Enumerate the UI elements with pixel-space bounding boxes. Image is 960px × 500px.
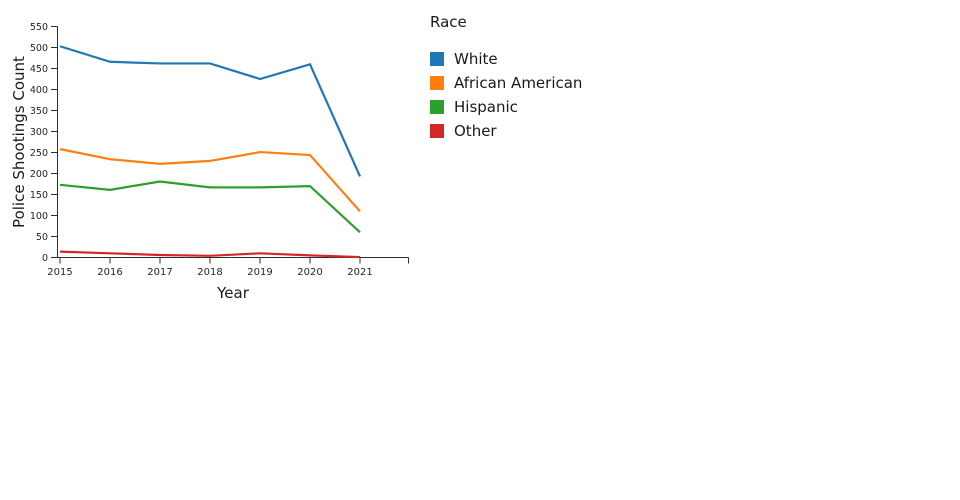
legend-items: White African American Hispanic Other: [430, 47, 582, 143]
x-axis-title: Year: [217, 284, 249, 302]
legend-swatch-african-american: [430, 76, 444, 90]
series-line-other: [59, 250, 361, 259]
y-axis-title: Police Shootings Count: [10, 56, 28, 228]
y-tick-label: 350: [30, 106, 48, 117]
legend-swatch-other: [430, 124, 444, 138]
x-tick-label: 2019: [247, 267, 272, 278]
x-tick-label: 2018: [197, 267, 222, 278]
y-tick-label: 400: [30, 85, 48, 96]
legend-item-african-american: African American: [430, 71, 582, 95]
legend: Race White African American Hispanic Other: [430, 12, 582, 143]
y-tick-label: 0: [42, 253, 48, 264]
x-tick-label: 2015: [47, 267, 72, 278]
y-tick-label: 450: [30, 64, 48, 75]
x-tick-label: 2017: [147, 267, 172, 278]
y-tick-label: 500: [30, 43, 48, 54]
y-tick-label: 250: [30, 148, 48, 159]
legend-item-other: Other: [430, 119, 582, 143]
legend-swatch-hispanic: [430, 100, 444, 114]
x-tick-label: 2016: [97, 267, 122, 278]
y-tick-label: 50: [36, 232, 48, 243]
legend-item-hispanic: Hispanic: [430, 95, 582, 119]
x-tick-label: 2021: [347, 267, 372, 278]
series-line-hispanic: [59, 180, 361, 234]
y-tick-label: 200: [30, 169, 48, 180]
legend-label-white: White: [454, 50, 498, 68]
legend-label-hispanic: Hispanic: [454, 98, 518, 116]
y-tick-label: 150: [30, 190, 48, 201]
legend-label-african-american: African American: [454, 74, 583, 92]
legend-item-white: White: [430, 47, 582, 71]
y-tick-label: 550: [30, 22, 48, 33]
series-line-white: [59, 45, 362, 177]
y-tick-label: 300: [30, 127, 48, 138]
x-tick-label: 2020: [297, 267, 322, 278]
series-line-african-american: [59, 148, 361, 213]
legend-swatch-white: [430, 52, 444, 66]
y-tick-label: 100: [30, 211, 48, 222]
legend-label-other: Other: [454, 122, 497, 140]
legend-title: Race: [430, 13, 467, 31]
